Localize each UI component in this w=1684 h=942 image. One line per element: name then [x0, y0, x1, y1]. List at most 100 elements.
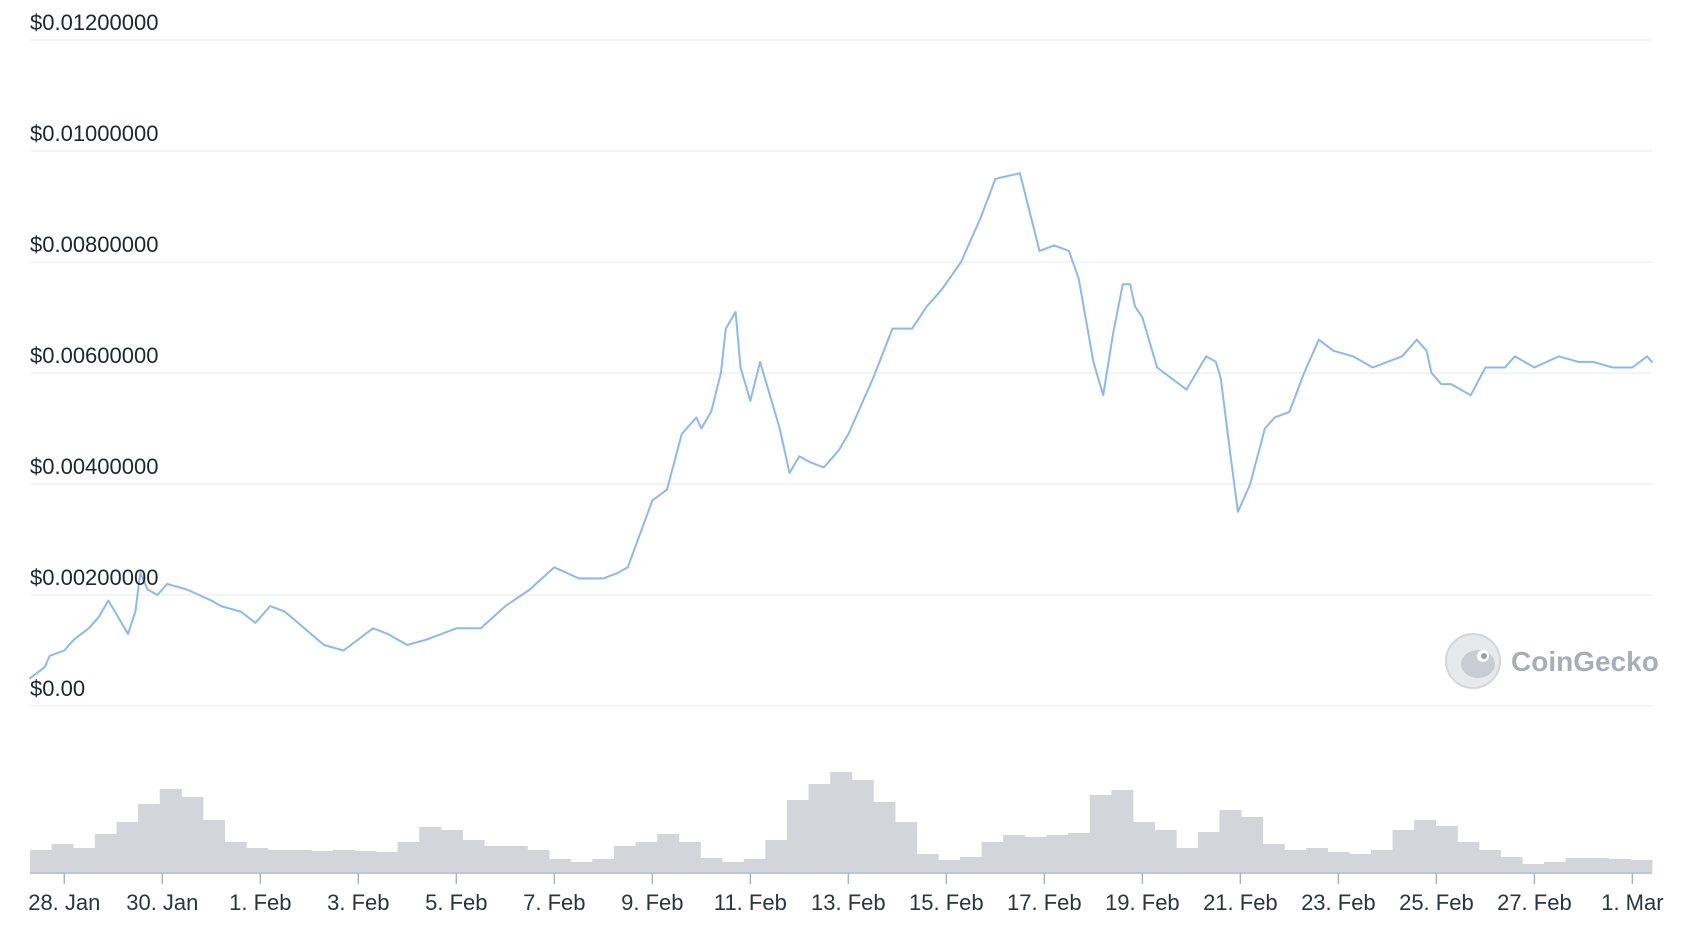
- volume-bar: [959, 857, 982, 872]
- price-point: [823, 466, 825, 469]
- price-point: [127, 633, 129, 635]
- volume-bar: [895, 822, 918, 872]
- price-point: [1121, 283, 1124, 286]
- volume-bar: [1154, 830, 1177, 872]
- price-point: [1195, 372, 1198, 374]
- price-point: [1430, 372, 1433, 374]
- price-point: [504, 605, 507, 607]
- volume-bar: [830, 772, 853, 872]
- volume-bar: [1435, 826, 1458, 872]
- price-point: [166, 583, 169, 585]
- volume-bar: [1630, 860, 1653, 872]
- price-point: [529, 588, 531, 591]
- price-point: [220, 605, 222, 607]
- price-point: [1425, 350, 1428, 352]
- x-tick-label: 13. Feb: [811, 890, 886, 915]
- price-point: [29, 677, 31, 680]
- volume-bar: [527, 850, 550, 872]
- price-point: [553, 566, 556, 569]
- price-point: [156, 594, 159, 596]
- volume-bar: [592, 859, 615, 872]
- volume-bar: [484, 846, 507, 872]
- volume-bar: [549, 859, 572, 872]
- volume-bar: [1046, 835, 1069, 872]
- volume-bar: [1132, 822, 1155, 872]
- coingecko-logo-icon: [1445, 633, 1501, 689]
- volume-bar: [419, 827, 442, 872]
- volume-bar: [1349, 854, 1372, 872]
- watermark-text: CoinGecko: [1511, 646, 1659, 677]
- price-point: [284, 610, 286, 613]
- price-point: [734, 311, 737, 313]
- volume-bar: [224, 842, 247, 872]
- price-point: [1215, 361, 1217, 363]
- price-point: [269, 605, 271, 607]
- volume-bar: [851, 780, 874, 872]
- y-tick-label: $0.01200000: [30, 10, 158, 35]
- volume-bar: [267, 850, 290, 872]
- volume-bar: [808, 784, 831, 872]
- volume-bar: [1543, 862, 1566, 872]
- price-point: [1185, 388, 1188, 391]
- volume-bar: [397, 842, 420, 872]
- price-point: [73, 638, 75, 641]
- volume-bar: [462, 840, 485, 872]
- x-tick-label: 1. Feb: [229, 890, 291, 915]
- price-point: [1303, 372, 1305, 374]
- volume-bar: [203, 820, 226, 872]
- x-tick-label: 17. Feb: [1007, 890, 1082, 915]
- price-point: [710, 411, 712, 413]
- volume-bar: [1478, 850, 1502, 872]
- volume-bar: [289, 850, 312, 872]
- volume-bar: [1587, 858, 1610, 872]
- price-point: [372, 627, 374, 630]
- volume-bar: [73, 848, 96, 872]
- price-point: [186, 588, 188, 591]
- volume-bar: [1219, 810, 1242, 872]
- volume-bar: [916, 854, 939, 872]
- price-point: [1371, 366, 1374, 369]
- x-tick-label: 30. Jan: [126, 890, 198, 915]
- x-tick-label: 3. Feb: [327, 890, 389, 915]
- price-point: [808, 461, 810, 463]
- volume-bar: [700, 858, 723, 872]
- price-point: [357, 638, 360, 641]
- price-point: [1484, 366, 1487, 369]
- volume-bar: [94, 834, 117, 872]
- volume-bar: [570, 862, 593, 872]
- price-point: [1504, 366, 1506, 369]
- y-tick-label: $0.00200000: [30, 565, 158, 590]
- volume-bar: [1457, 842, 1480, 872]
- price-point: [1170, 377, 1173, 380]
- price-point: [1219, 377, 1222, 380]
- x-tick-label: 9. Feb: [621, 890, 683, 915]
- volume-bar: [1500, 857, 1523, 872]
- price-point: [960, 261, 962, 263]
- x-tick-label: 15. Feb: [909, 890, 984, 915]
- price-point: [48, 655, 51, 657]
- price-point: [455, 627, 458, 630]
- price-point: [617, 572, 619, 574]
- price-point: [107, 599, 110, 602]
- volume-bar: [138, 804, 161, 872]
- price-point: [827, 461, 830, 463]
- y-axis-labels: $0.00 $0.00200000 $0.00400000 $0.00600000 $0…: [30, 10, 158, 701]
- price-point: [1141, 316, 1144, 319]
- volume-bar: [1089, 795, 1112, 872]
- price-point: [1651, 361, 1653, 363]
- volume-bar: [657, 834, 680, 872]
- volume-bar: [1284, 850, 1307, 872]
- volume-bar: [938, 860, 961, 872]
- volume-bar: [1392, 830, 1415, 872]
- x-tick-label: 25. Feb: [1399, 890, 1474, 915]
- price-point: [1264, 427, 1266, 430]
- price-point: [979, 216, 982, 219]
- volume-bar: [116, 822, 139, 872]
- price-point: [1077, 277, 1080, 280]
- volume-bar: [1414, 820, 1437, 872]
- price-point: [134, 610, 137, 613]
- price-point: [695, 416, 698, 419]
- price-point: [602, 577, 605, 580]
- price-point: [406, 644, 409, 646]
- price-point: [666, 488, 668, 491]
